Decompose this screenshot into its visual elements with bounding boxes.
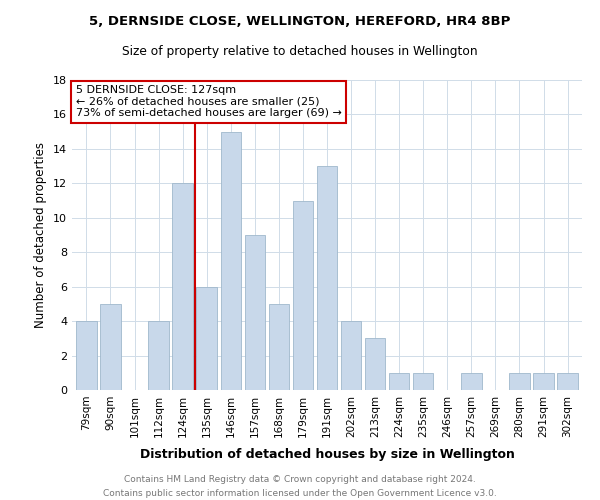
Y-axis label: Number of detached properties: Number of detached properties [34,142,47,328]
Bar [100,304,121,390]
Bar [317,166,337,390]
Bar [533,373,554,390]
Bar [365,338,385,390]
Bar [245,235,265,390]
Bar [293,200,313,390]
Text: 5, DERNSIDE CLOSE, WELLINGTON, HEREFORD, HR4 8BP: 5, DERNSIDE CLOSE, WELLINGTON, HEREFORD,… [89,15,511,28]
Bar [269,304,289,390]
Bar [557,373,578,390]
Bar [509,373,530,390]
Bar [172,184,193,390]
Text: Size of property relative to detached houses in Wellington: Size of property relative to detached ho… [122,45,478,58]
Bar [413,373,433,390]
Bar [76,321,97,390]
Bar [461,373,482,390]
Bar [341,321,361,390]
Bar [389,373,409,390]
Text: Contains HM Land Registry data © Crown copyright and database right 2024.
Contai: Contains HM Land Registry data © Crown c… [103,476,497,498]
Bar [148,321,169,390]
Text: 5 DERNSIDE CLOSE: 127sqm
← 26% of detached houses are smaller (25)
73% of semi-d: 5 DERNSIDE CLOSE: 127sqm ← 26% of detach… [76,85,341,118]
Bar [221,132,241,390]
X-axis label: Distribution of detached houses by size in Wellington: Distribution of detached houses by size … [140,448,514,461]
Bar [196,286,217,390]
